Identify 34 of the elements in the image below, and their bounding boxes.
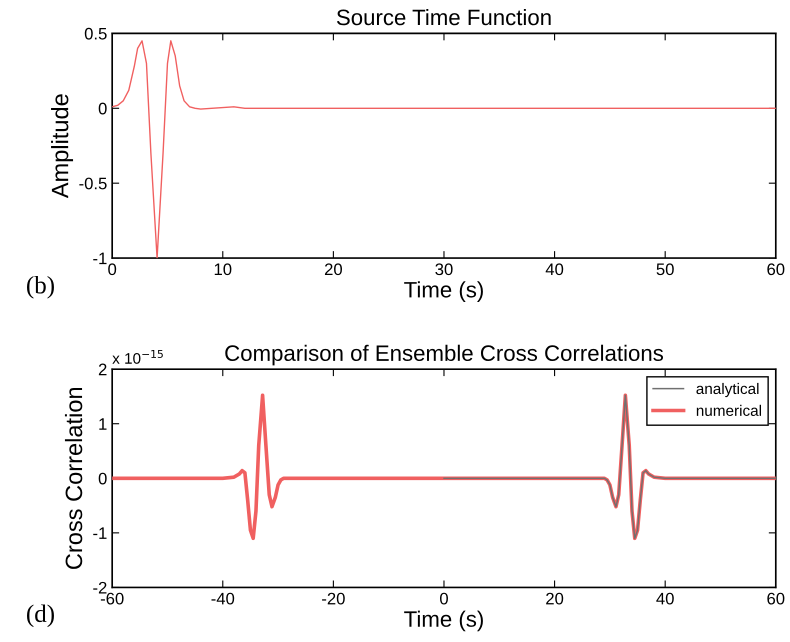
x-tick-label: 50: [656, 263, 674, 276]
y-tick-label: 0.5: [84, 28, 107, 40]
x-axis-title: Time (s): [404, 610, 483, 632]
y-tick-label: 2: [98, 364, 106, 376]
y-tick-label: -1: [93, 252, 107, 264]
x-axis-title: Time (s): [404, 281, 483, 302]
y-tick-label: -1: [93, 527, 107, 539]
y-axis-title: Amplitude: [51, 94, 74, 198]
x-tick-label: 60: [767, 263, 784, 276]
y-tick-label: 0: [98, 102, 107, 114]
x-tick-label: 20: [324, 263, 342, 276]
text: (b): [27, 276, 54, 299]
x-tick-label: 60: [767, 592, 784, 605]
x-tick-label: 40: [546, 263, 564, 276]
y-axis-title: Cross Correlation: [64, 388, 82, 569]
chart-title: Source Time Function: [336, 8, 551, 26]
x-tick-label: 30: [435, 263, 453, 276]
y-tick-label: 0: [98, 472, 107, 484]
legend-label: analytical: [696, 382, 758, 398]
legend-label: numerical: [696, 404, 762, 416]
x-tick-label: 0: [440, 592, 448, 605]
x-tick-label: -20: [322, 592, 345, 605]
x-tick-label: -40: [211, 592, 234, 605]
chart-title: Comparison of Ensemble Cross Correlations: [225, 344, 664, 366]
x-tick-label: 10: [214, 263, 232, 276]
y-tick-label: 1: [99, 418, 107, 430]
x-tick-label: 20: [546, 592, 564, 605]
text: (d): [27, 604, 54, 628]
y-tick-label: -0.5: [79, 178, 107, 190]
text: x 10$^{−15}$: [112, 350, 163, 364]
x-tick-label: 0: [108, 263, 116, 276]
y-tick-label: -2: [93, 582, 106, 594]
x-tick-label: -60: [100, 592, 124, 605]
x-tick-label: 40: [656, 592, 674, 605]
